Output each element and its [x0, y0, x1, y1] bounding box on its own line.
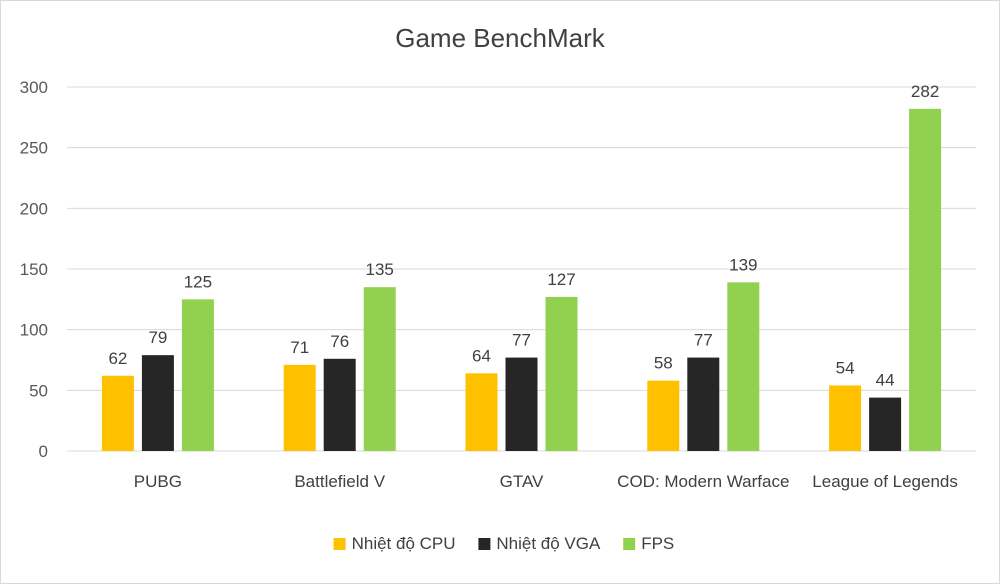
data-label: 125 [184, 272, 212, 291]
bars [101, 108, 942, 451]
data-label: 79 [148, 328, 167, 347]
bar [181, 299, 214, 451]
bar [283, 364, 316, 451]
bar [465, 373, 498, 451]
data-label: 64 [472, 346, 491, 365]
data-label: 77 [694, 331, 713, 350]
y-tick-label: 200 [20, 199, 48, 218]
y-axis-tick-labels: 0 50 100 150 200 250 300 [20, 78, 48, 461]
x-category-label: PUBG [134, 472, 182, 491]
y-tick-label: 150 [20, 260, 48, 279]
legend-swatch [478, 538, 491, 550]
y-tick-label: 0 [39, 442, 48, 461]
x-category-label: Battlefield V [294, 472, 385, 491]
data-label: 139 [729, 255, 757, 274]
bar [647, 380, 680, 451]
legend-swatch [333, 538, 346, 550]
legend-item: Nhiệt độ CPU [333, 534, 456, 553]
legend-label: Nhiệt độ VGA [496, 534, 601, 553]
data-label: 282 [911, 82, 939, 101]
y-tick-label: 50 [29, 381, 48, 400]
data-label: 44 [876, 371, 895, 390]
gridlines [67, 86, 976, 452]
data-label: 71 [290, 338, 309, 357]
y-tick-label: 300 [20, 78, 48, 97]
bar [829, 385, 862, 451]
bar [141, 355, 174, 451]
data-label: 54 [836, 358, 855, 377]
legend-item: FPS [623, 534, 674, 553]
data-label: 62 [108, 349, 127, 368]
bar [323, 358, 356, 451]
y-tick-label: 100 [20, 321, 48, 340]
bar [363, 287, 396, 451]
bar [869, 397, 902, 451]
data-label: 58 [654, 354, 673, 373]
data-labels: 62 79 125 71 76 135 64 77 127 58 77 139 54 44 282 [108, 82, 939, 390]
x-category-label: COD: Modern Warface [617, 472, 789, 491]
data-label: 77 [512, 331, 531, 350]
y-tick-label: 250 [20, 139, 48, 158]
x-axis-category-labels: PUBG Battlefield V GTAV COD: Modern Warface… [134, 472, 958, 491]
data-label: 135 [366, 260, 394, 279]
data-label: 76 [330, 332, 349, 351]
bar [101, 375, 134, 451]
bar [545, 296, 578, 451]
chart-title: Game BenchMark [395, 23, 606, 53]
bar [727, 282, 760, 451]
data-label: 127 [547, 270, 575, 289]
legend-label: Nhiệt độ CPU [352, 534, 456, 553]
legend-label: FPS [641, 534, 674, 553]
bar [909, 108, 942, 451]
legend-item: Nhiệt độ VGA [478, 534, 601, 553]
legend-swatch [623, 538, 636, 550]
bar [505, 357, 538, 451]
legend: Nhiệt độ CPU Nhiệt độ VGA FPS [333, 534, 674, 553]
bar [687, 357, 720, 451]
x-category-label: League of Legends [812, 472, 958, 491]
x-category-label: GTAV [500, 472, 544, 491]
